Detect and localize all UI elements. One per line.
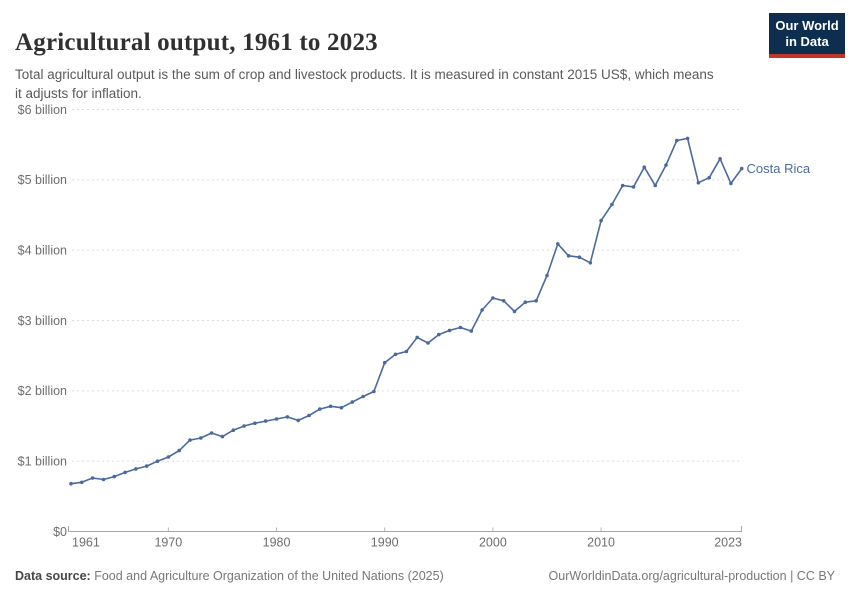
chart-point[interactable]: [696, 180, 701, 185]
chart-point[interactable]: [620, 183, 625, 188]
owid-logo-line1: Our World: [775, 18, 839, 33]
chart-point[interactable]: [491, 296, 495, 300]
chart-point[interactable]: [631, 185, 636, 189]
chart-point[interactable]: [231, 428, 236, 433]
chart-point[interactable]: [328, 404, 333, 409]
y-tick-label: $6 billion: [18, 103, 67, 117]
chart-point[interactable]: [188, 438, 192, 442]
chart-point[interactable]: [166, 455, 171, 459]
x-tick-label: 1961: [72, 536, 100, 550]
chart-point[interactable]: [123, 470, 127, 475]
chart-point[interactable]: [285, 415, 290, 419]
owid-logo[interactable]: Our World in Data: [769, 13, 845, 58]
chart-point[interactable]: [242, 424, 246, 428]
chart-point[interactable]: [729, 181, 733, 186]
chart-point[interactable]: [545, 273, 549, 278]
chart-point[interactable]: [415, 335, 420, 340]
x-tick-label: 2010: [587, 536, 615, 550]
y-tick-label: $5 billion: [18, 173, 67, 187]
chart-point[interactable]: [426, 341, 430, 345]
chart-point[interactable]: [339, 405, 344, 410]
chart-point[interactable]: [523, 300, 528, 305]
data-source: Data source: Food and Agriculture Organi…: [15, 569, 444, 583]
footer-link-block: OurWorldinData.org/agricultural-producti…: [549, 569, 835, 583]
chart-point[interactable]: [318, 407, 322, 411]
chart-point[interactable]: [101, 477, 106, 482]
x-tick-label: 1980: [263, 536, 291, 550]
chart-point[interactable]: [382, 360, 387, 365]
line-chart[interactable]: $0 $1 billion $2 billion $3 billion $4 billi…: [0, 0, 850, 560]
chart-point[interactable]: [274, 417, 279, 421]
chart-point[interactable]: [209, 431, 214, 435]
chart-point[interactable]: [296, 418, 301, 423]
chart-point[interactable]: [480, 308, 484, 312]
chart-point[interactable]: [642, 165, 647, 169]
owid-url-link[interactable]: OurWorldinData.org/agricultural-producti…: [548, 569, 787, 583]
chart-line[interactable]: [70, 137, 743, 485]
chart-point[interactable]: [350, 400, 355, 404]
chart-point[interactable]: [556, 242, 560, 246]
chart-subtitle: Total agricultural output is the sum of …: [15, 66, 714, 102]
chart-point[interactable]: [610, 202, 614, 207]
chart-point[interactable]: [653, 183, 657, 188]
chart-point[interactable]: [404, 349, 409, 354]
chart-point[interactable]: [685, 136, 690, 141]
chart-point[interactable]: [664, 163, 668, 167]
chart-point[interactable]: [361, 394, 365, 399]
x-tick-label: 2023: [714, 536, 742, 550]
chart-point[interactable]: [707, 175, 711, 180]
y-tick-label: $2 billion: [18, 384, 67, 398]
chart-point[interactable]: [263, 419, 268, 423]
chart-point[interactable]: [718, 157, 722, 161]
chart-point[interactable]: [599, 218, 603, 223]
chart-title: Agricultural output, 1961 to 2023: [15, 28, 378, 56]
chart-point[interactable]: [90, 476, 95, 480]
chart-point[interactable]: [675, 138, 679, 143]
chart-point[interactable]: [220, 434, 225, 439]
data-source-label: Data source:: [15, 569, 91, 583]
y-tick-label: $0: [53, 525, 67, 539]
chart-point[interactable]: [437, 332, 441, 337]
chart-point[interactable]: [577, 255, 582, 259]
license-text: | CC BY: [786, 569, 835, 583]
chart-point[interactable]: [566, 254, 571, 258]
chart-point[interactable]: [155, 459, 160, 464]
y-tick-label: $3 billion: [18, 314, 67, 328]
x-tick-label: 1970: [154, 536, 182, 550]
chart-point[interactable]: [469, 329, 474, 333]
chart-point[interactable]: [307, 413, 311, 418]
chart-point[interactable]: [501, 299, 506, 303]
chart-point[interactable]: [534, 299, 538, 303]
data-source-text: Food and Agriculture Organization of the…: [94, 569, 444, 583]
chart-point[interactable]: [447, 328, 452, 333]
owid-logo-line2: in Data: [785, 33, 829, 49]
x-tick-label: 2000: [479, 536, 507, 550]
chart-point[interactable]: [144, 464, 149, 468]
chart-point[interactable]: [112, 474, 117, 479]
x-tick-label: 1990: [371, 536, 399, 550]
chart-point[interactable]: [512, 309, 517, 314]
chart-point[interactable]: [372, 389, 376, 394]
chart-point[interactable]: [134, 467, 138, 471]
chart-point[interactable]: [458, 325, 463, 330]
chart-point[interactable]: [739, 166, 744, 171]
chart-point[interactable]: [253, 421, 257, 426]
chart-point[interactable]: [393, 352, 398, 357]
chart-point[interactable]: [80, 480, 84, 485]
entity-label[interactable]: Costa Rica: [747, 161, 811, 176]
chart-point[interactable]: [177, 448, 181, 453]
chart-point[interactable]: [69, 481, 73, 486]
chart-point[interactable]: [199, 436, 203, 440]
y-tick-label: $1 billion: [18, 454, 67, 468]
y-tick-label: $4 billion: [18, 243, 67, 257]
chart-footer: Data source: Food and Agriculture Organi…: [15, 569, 835, 583]
chart-point[interactable]: [588, 261, 593, 265]
